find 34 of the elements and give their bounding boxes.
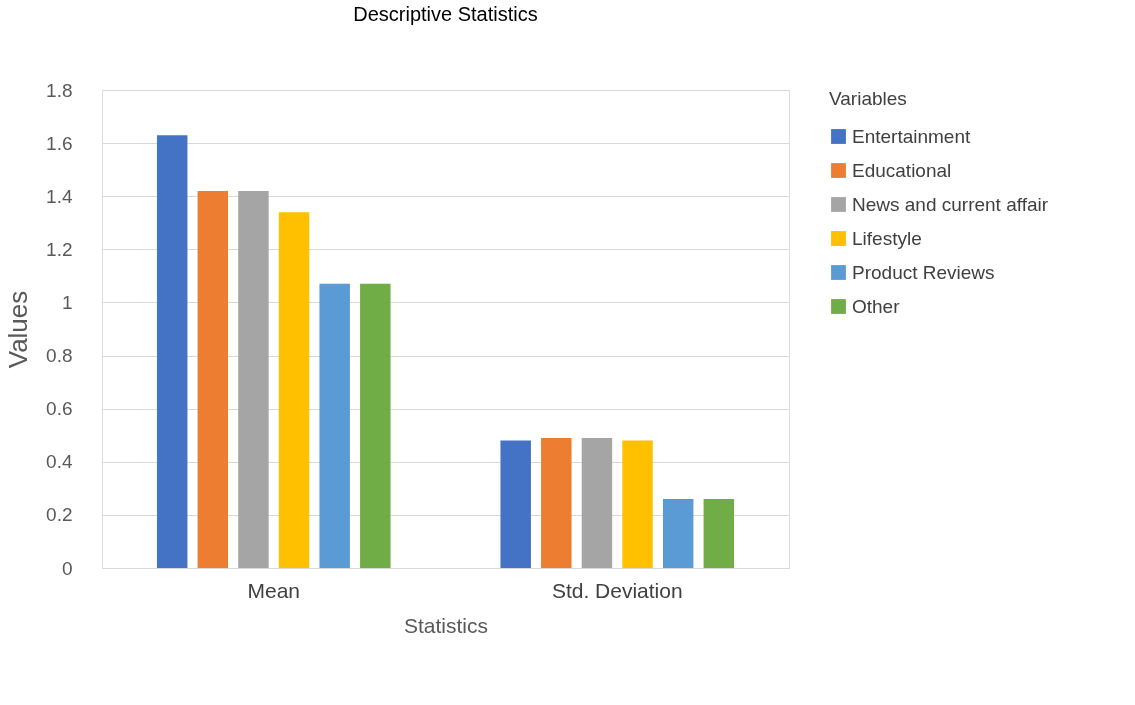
chart-title: Descriptive Statistics xyxy=(353,3,538,25)
bar xyxy=(319,283,350,568)
y-tick-label: 0 xyxy=(61,557,73,579)
y-axis-title: Values xyxy=(3,290,34,369)
legend-label: Product Reviews xyxy=(852,261,995,283)
bar xyxy=(622,440,653,568)
bar xyxy=(360,283,391,568)
bar xyxy=(541,437,572,568)
bar xyxy=(500,440,531,568)
y-tick-label: 1 xyxy=(61,291,73,313)
x-tick-label: Mean xyxy=(247,578,301,602)
x-tick-label: Std. Deviation xyxy=(551,578,683,602)
bar xyxy=(197,190,229,568)
bar xyxy=(278,212,310,568)
bar xyxy=(156,135,188,568)
legend-label: Other xyxy=(852,295,901,317)
y-tick-label: 1.4 xyxy=(46,185,73,207)
bar xyxy=(703,498,735,568)
bar xyxy=(238,190,269,568)
y-tick-label: 1.8 xyxy=(46,79,73,101)
legend-label: Lifestyle xyxy=(852,227,922,249)
x-axis-title: Statistics xyxy=(403,613,489,637)
y-tick-label: 0.6 xyxy=(46,398,73,420)
y-tick-label: 0.8 xyxy=(46,345,73,367)
y-tick-label: 0.4 xyxy=(46,451,73,473)
legend-label: Educational xyxy=(852,159,952,181)
y-tick-label: 1.2 xyxy=(46,238,73,260)
bar xyxy=(662,498,694,568)
legend-label: News and current affair xyxy=(852,193,1049,215)
y-tick-label: 0.2 xyxy=(46,504,73,526)
bar xyxy=(581,437,613,568)
legend-title: Variables xyxy=(829,88,907,109)
y-tick-label: 1.6 xyxy=(46,132,73,154)
legend-label: Entertainment xyxy=(852,125,972,147)
